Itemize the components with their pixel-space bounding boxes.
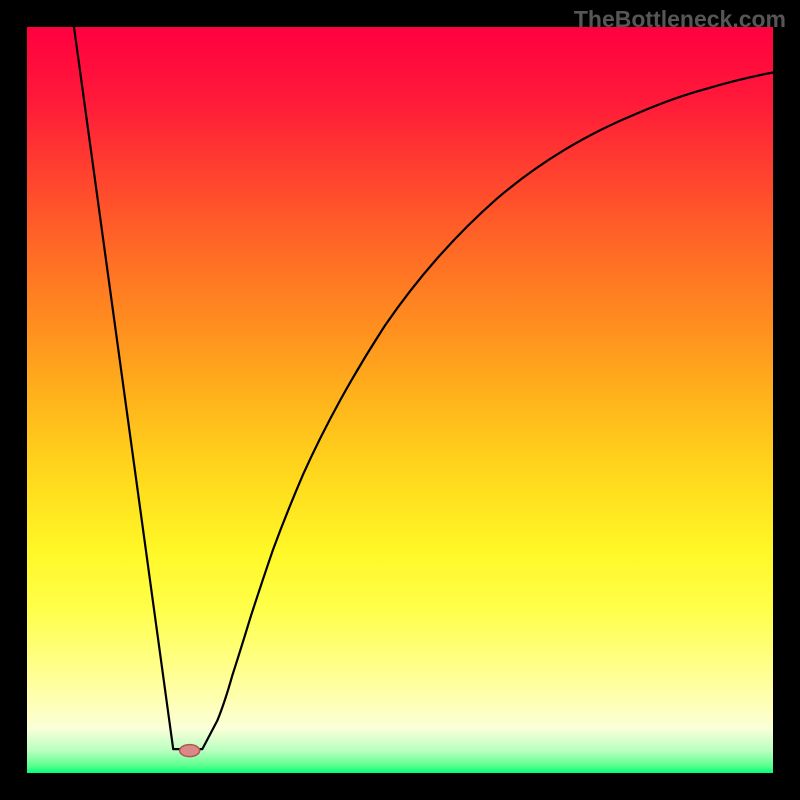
optimal-marker [180, 745, 200, 757]
watermark-text: TheBottleneck.com [574, 6, 786, 33]
chart-svg [0, 0, 800, 800]
chart-plot-background [27, 27, 773, 773]
bottleneck-chart: TheBottleneck.com [0, 0, 800, 800]
